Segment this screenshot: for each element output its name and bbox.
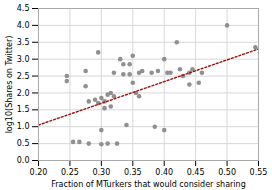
svg-text:Fraction of MTurkers that woul: Fraction of MTurkers that would consider… bbox=[51, 180, 245, 189]
svg-text:0.40: 0.40 bbox=[155, 168, 173, 177]
svg-text:1.0: 1.0 bbox=[17, 122, 30, 131]
svg-text:0.55: 0.55 bbox=[250, 168, 268, 177]
svg-text:2.0: 2.0 bbox=[17, 89, 30, 98]
svg-text:0.35: 0.35 bbox=[124, 168, 142, 177]
svg-text:0.20: 0.20 bbox=[30, 168, 48, 177]
svg-text:4.5: 4.5 bbox=[17, 4, 30, 13]
svg-text:0.50: 0.50 bbox=[218, 168, 236, 177]
svg-text:log10(Shares on Twitter): log10(Shares on Twitter) bbox=[5, 36, 14, 134]
svg-text:0.45: 0.45 bbox=[187, 168, 205, 177]
svg-text:0.30: 0.30 bbox=[92, 168, 110, 177]
svg-text:3.0: 3.0 bbox=[17, 55, 30, 64]
svg-text:4.0: 4.0 bbox=[17, 21, 30, 30]
svg-text:0.25: 0.25 bbox=[61, 168, 79, 177]
svg-text:3.5: 3.5 bbox=[17, 38, 30, 47]
svg-text:2.5: 2.5 bbox=[17, 72, 30, 81]
svg-text:1.5: 1.5 bbox=[17, 105, 30, 114]
svg-text:0.5: 0.5 bbox=[17, 139, 30, 148]
svg-text:0.0: 0.0 bbox=[17, 156, 30, 165]
